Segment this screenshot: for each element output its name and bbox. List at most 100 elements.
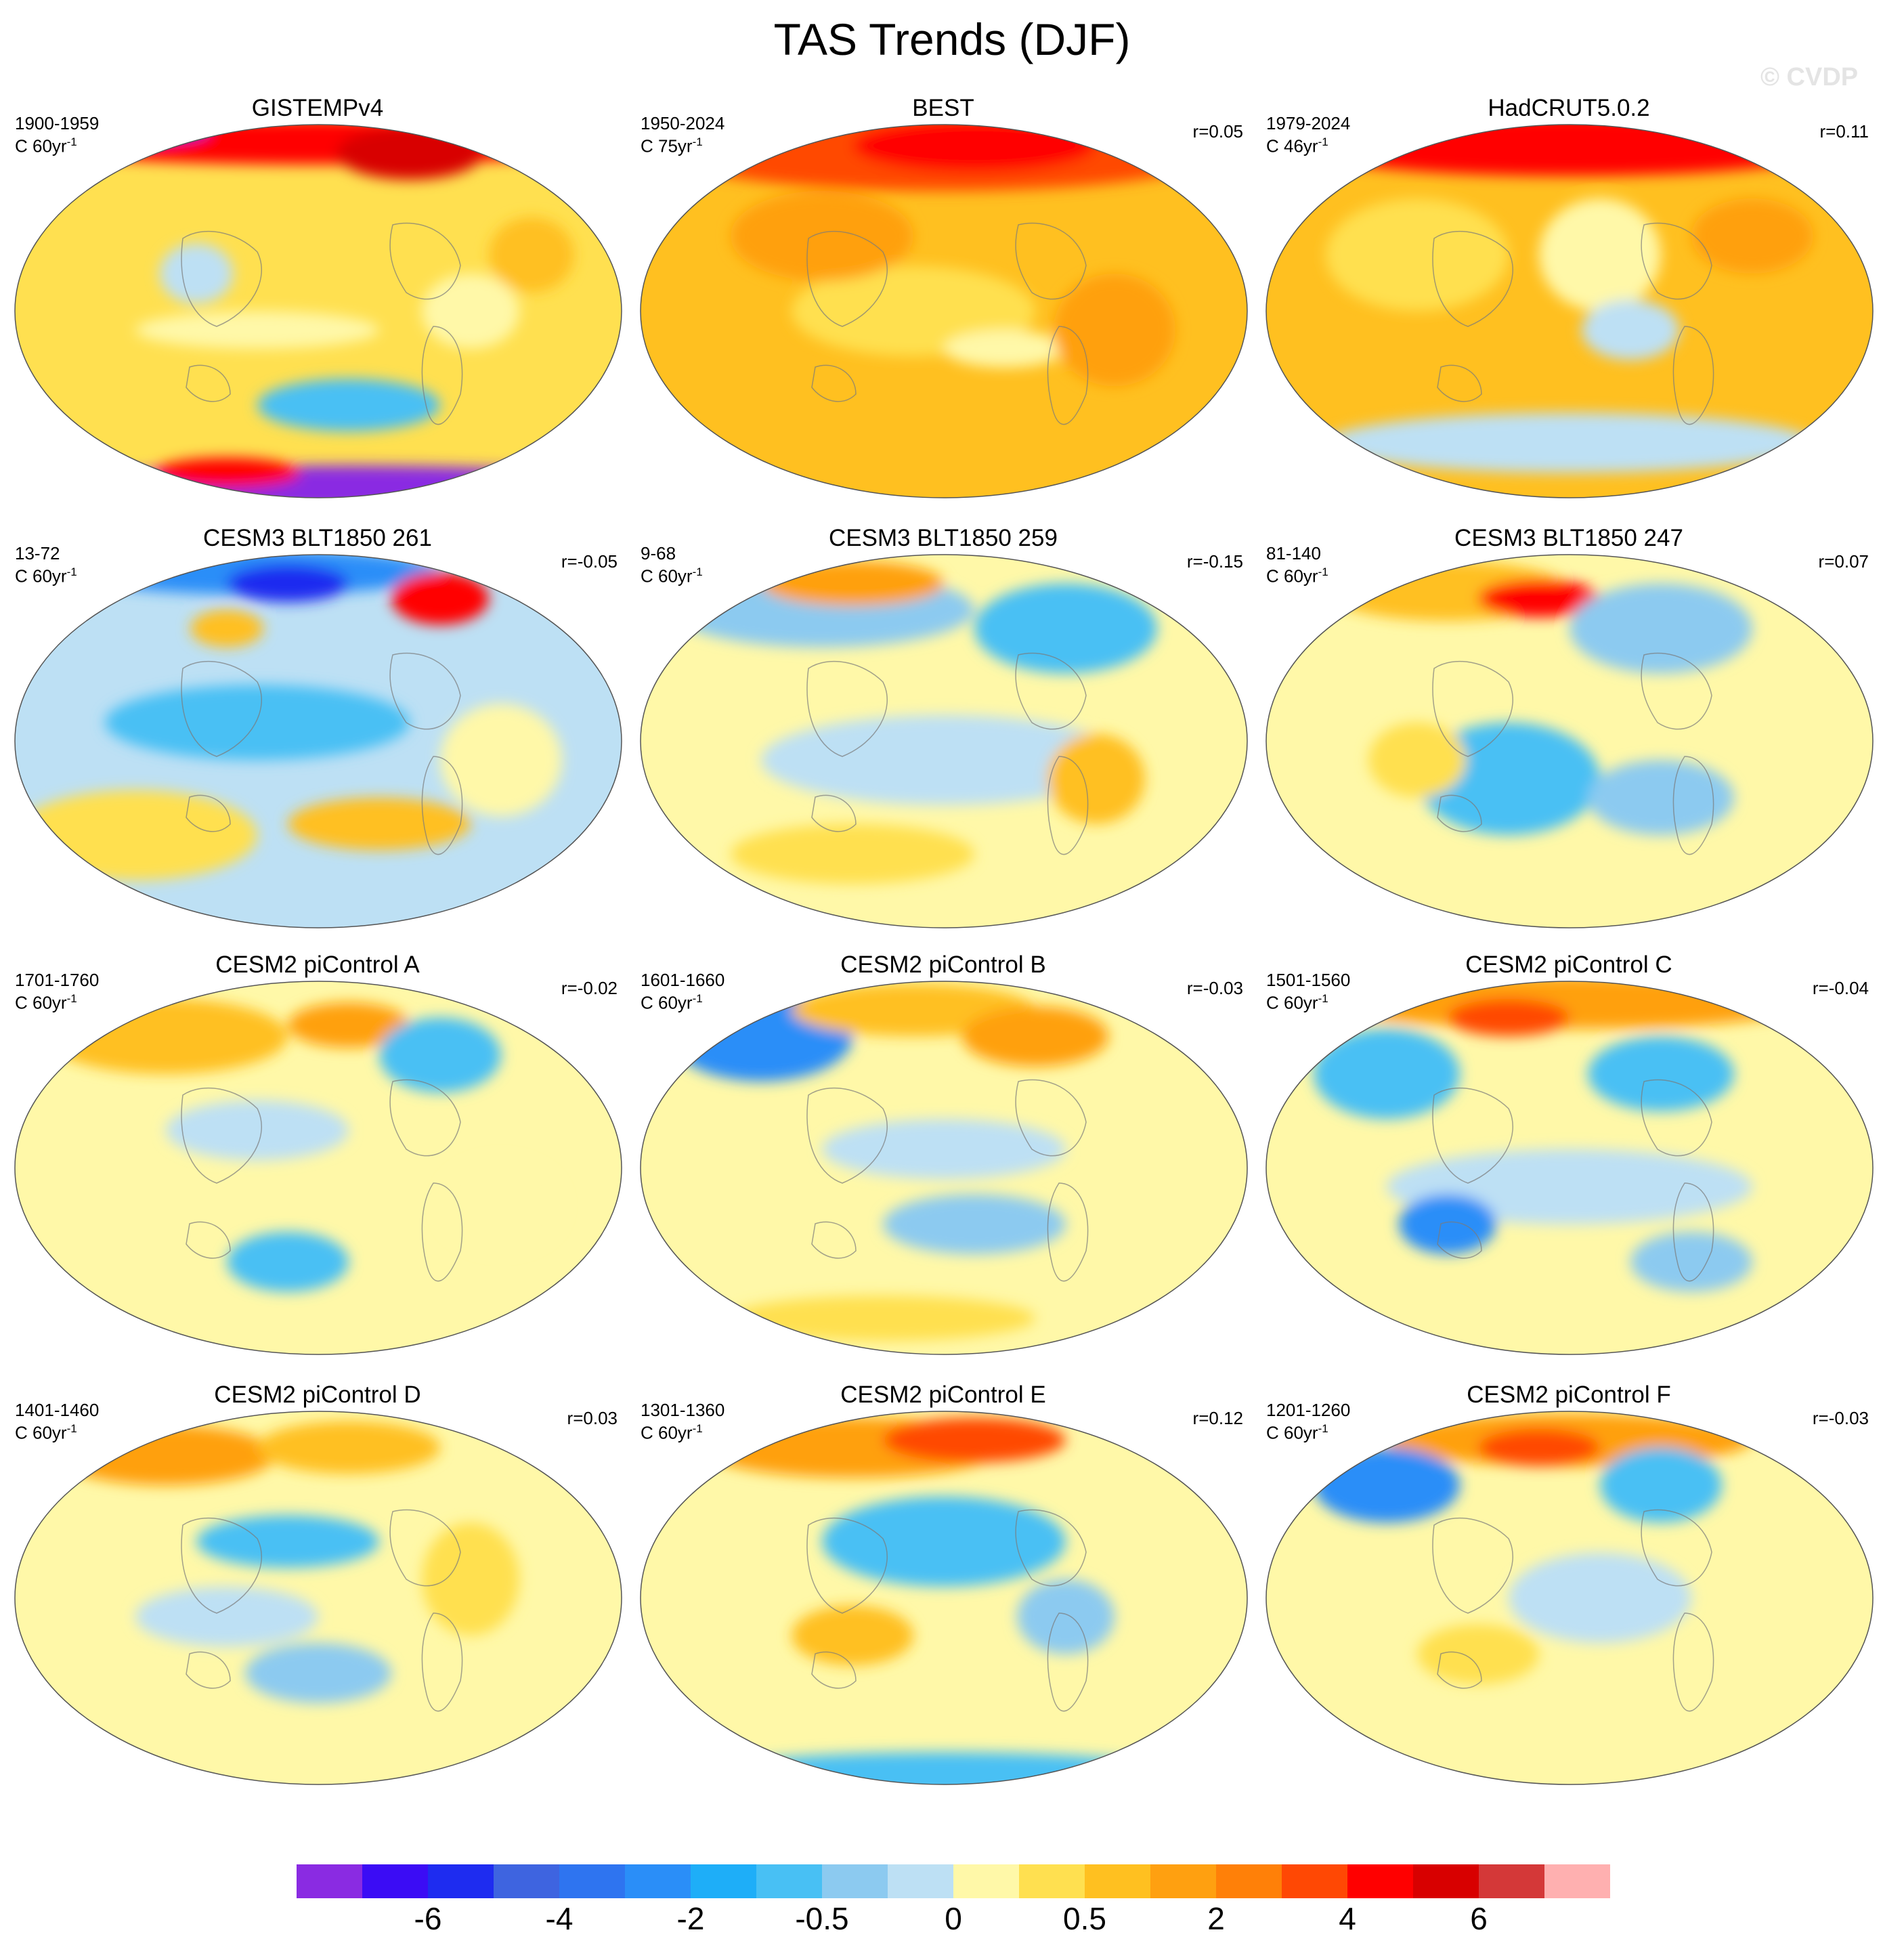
panel-units-exponent: -1 xyxy=(66,565,77,578)
panel-units-text: C 60yr xyxy=(15,1422,67,1443)
colorbar-swatch xyxy=(756,1864,823,1898)
colorbar-tick-label: -2 xyxy=(676,1901,705,1936)
trend-anomaly-region xyxy=(154,457,300,488)
panel-pattern-correlation: r=-0.03 xyxy=(1186,978,1243,998)
trend-anomaly-region xyxy=(135,311,379,349)
panel-title: CESM3 BLT1850 259 xyxy=(829,525,1058,551)
trend-anomaly-region xyxy=(391,572,489,625)
map-panel: CESM3 BLT1850 259 9-68 C 60yr-1 r=-0.15 xyxy=(628,525,1258,931)
coastline xyxy=(806,1517,888,1614)
coastline xyxy=(1015,222,1087,300)
map-panel: CESM2 piControl F 1201-1260 C 60yr-1 r=-0.0… xyxy=(1254,1382,1884,1788)
coastline xyxy=(186,364,231,402)
coastline xyxy=(1047,756,1089,855)
panel-period: 1979-2024 xyxy=(1266,113,1351,133)
trend-anomaly-region xyxy=(1368,722,1466,798)
panel-units-exponent: -1 xyxy=(1318,135,1328,148)
trend-anomaly-region xyxy=(1478,1428,1600,1467)
panel-pattern-correlation: r=0.05 xyxy=(1192,121,1243,142)
map-background-field xyxy=(641,1411,1247,1784)
colorbar-swatch xyxy=(953,1864,1020,1898)
trend-map xyxy=(640,124,1248,498)
coastline xyxy=(421,1182,463,1282)
trend-anomaly-region xyxy=(1600,1447,1722,1523)
trend-anomaly-region xyxy=(337,127,483,180)
colorbar-swatch xyxy=(494,1864,560,1898)
trend-map xyxy=(14,124,622,498)
panel-title: CESM2 piControl B xyxy=(840,951,1046,978)
trend-anomaly-region xyxy=(1582,299,1679,360)
trend-anomaly-region xyxy=(1054,274,1175,387)
trend-anomaly-region xyxy=(1691,198,1813,274)
panel-period: 81-140 xyxy=(1266,543,1321,563)
trend-anomaly-region xyxy=(822,1119,1066,1180)
colorbar-swatch xyxy=(1544,1864,1610,1898)
panel-title: CESM2 piControl D xyxy=(214,1382,421,1408)
panel-units-text: C 60yr xyxy=(1266,992,1318,1013)
panel-title: CESM2 piControl F xyxy=(1467,1382,1671,1408)
trend-anomaly-region xyxy=(245,1643,391,1703)
map-outline xyxy=(1265,554,1874,928)
map-panel: CESM2 piControl A 1701-1760 C 60yr-1 r=-0.0… xyxy=(3,951,632,1358)
panel-units: C 60yr-1 xyxy=(641,989,703,1012)
panel-pattern-correlation: r=-0.15 xyxy=(1186,551,1243,572)
coastline xyxy=(421,326,463,425)
panel-units-text: C 60yr xyxy=(641,565,693,586)
trend-anomaly-region xyxy=(227,1231,349,1292)
map-panel: CESM2 piControl D 1401-1460 C 60yr-1 r=0.03 xyxy=(3,1382,632,1788)
panel-units-text: C 60yr xyxy=(1266,565,1318,586)
trend-anomaly-region xyxy=(1448,998,1570,1037)
coastline xyxy=(1437,1651,1482,1689)
trend-anomaly-region xyxy=(1509,1552,1691,1644)
map-panel: GISTEMPv4 1900-1959 C 60yr-1 xyxy=(3,95,632,501)
panel-units-text: C 60yr xyxy=(15,135,67,156)
panel-units-exponent: -1 xyxy=(692,135,703,148)
map-panel: CESM2 piControl B 1601-1660 C 60yr-1 r=-0.0… xyxy=(628,951,1258,1358)
map-outline xyxy=(640,1411,1248,1785)
trend-anomaly-region xyxy=(962,1006,1108,1067)
coastline xyxy=(421,1612,463,1712)
colorbar-tick-label: -0.5 xyxy=(795,1901,849,1936)
trend-anomaly-region xyxy=(1314,1029,1460,1119)
map-outline xyxy=(14,554,622,928)
trend-anomaly-region xyxy=(15,125,622,165)
trend-anomaly-region xyxy=(1630,1231,1752,1292)
map-outline xyxy=(1265,981,1874,1355)
coastline xyxy=(1641,222,1712,300)
panel-units-exponent: -1 xyxy=(692,992,703,1005)
panel-units: C 60yr-1 xyxy=(641,563,703,586)
trend-anomaly-region xyxy=(1017,1579,1115,1654)
coastline xyxy=(1641,1509,1712,1587)
colorbar-tick-label: 2 xyxy=(1207,1901,1225,1936)
coastline xyxy=(421,756,463,855)
panel-period: 1950-2024 xyxy=(641,113,725,133)
panel-units-exponent: -1 xyxy=(66,1422,77,1435)
panel-units-exponent: -1 xyxy=(692,1422,703,1435)
panel-period: 1900-1959 xyxy=(15,113,100,133)
trend-anomaly-region xyxy=(257,1421,440,1474)
colorbar-tick-label: 4 xyxy=(1339,1901,1356,1936)
trend-anomaly-region xyxy=(422,1522,519,1635)
trend-anomaly-region xyxy=(700,1752,1188,1784)
panel-units-exponent: -1 xyxy=(1318,1422,1328,1435)
colorbar-swatch xyxy=(822,1864,888,1898)
map-background-field xyxy=(15,125,622,498)
trend-anomaly-region xyxy=(1326,198,1509,312)
trend-anomaly-region xyxy=(1047,733,1145,824)
trend-anomaly-region xyxy=(489,217,574,293)
colorbar-tick-label: -4 xyxy=(545,1901,574,1936)
coastline xyxy=(186,1651,231,1689)
trend-anomaly-region xyxy=(731,823,974,884)
coastline xyxy=(1672,756,1714,855)
panel-units-exponent: -1 xyxy=(66,135,77,148)
colorbar-swatch xyxy=(362,1864,429,1898)
panel-units-exponent: -1 xyxy=(692,565,703,578)
panel-pattern-correlation: r=-0.03 xyxy=(1812,1408,1869,1428)
map-panel: HadCRUT5.0.2 1979-2024 C 46yr-1 r=0.11 xyxy=(1254,95,1884,501)
trend-map xyxy=(14,1411,622,1785)
coastline xyxy=(1047,1182,1089,1282)
panel-units: C 60yr-1 xyxy=(1266,989,1328,1012)
colorbar-swatch xyxy=(1479,1864,1545,1898)
trend-anomaly-region xyxy=(105,685,410,761)
colorbar-swatch xyxy=(1216,1864,1282,1898)
